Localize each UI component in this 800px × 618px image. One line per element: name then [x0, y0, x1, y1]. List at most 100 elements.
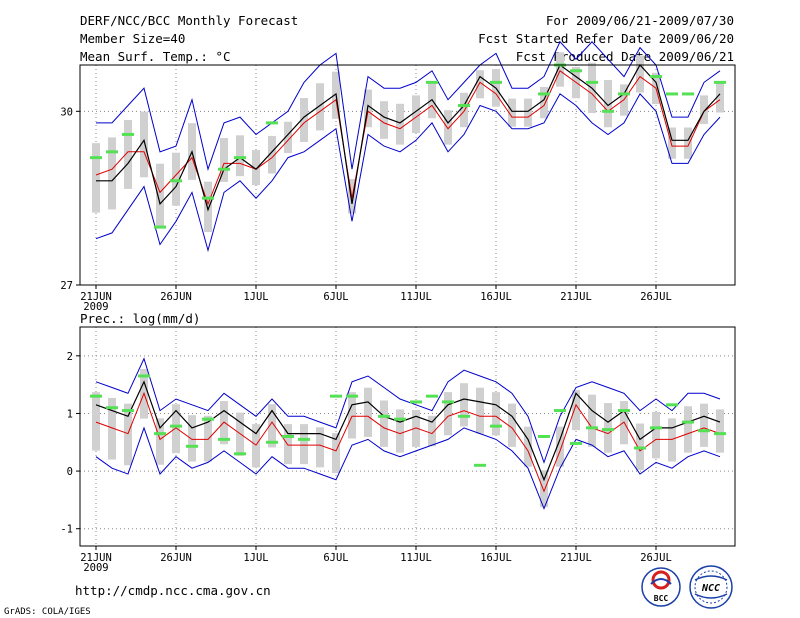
chart-title: DERF/NCC/BCC Monthly Forecast	[80, 13, 298, 28]
prec-spread-box	[252, 424, 260, 468]
prec-spread-box	[508, 403, 516, 447]
prec-spread-box	[332, 433, 340, 474]
temp-max-line	[96, 40, 721, 172]
prec-xtick-label: 26JUN	[160, 552, 192, 564]
prec-ytick-label: 2	[67, 351, 73, 363]
temp-spread-box	[204, 181, 212, 233]
temperature-axes: 21JUN 26JUN 1JUL 6JUL 11JUL 16JUL 21JUL 26JUL 20…	[60, 106, 671, 313]
prec-observed-marker	[346, 394, 358, 398]
temp-spread-box	[636, 55, 644, 93]
temp-spread-box	[444, 110, 452, 145]
temperature-frame	[79, 64, 736, 286]
temp-spread-box	[124, 120, 132, 189]
temp-spread-box	[716, 81, 724, 113]
prec-observed-marker	[218, 437, 230, 441]
prec-spread-box	[204, 415, 212, 462]
prec-xtick-label: 6JUL	[323, 552, 348, 564]
prec-spread-box	[684, 406, 692, 453]
prec-spread-box	[156, 418, 164, 465]
forecast-period: For 2009/06/21-2009/07/30	[546, 13, 734, 28]
temp-observed-marker	[106, 150, 118, 154]
temp-spread-box	[108, 137, 116, 210]
temp-spread-box	[284, 121, 292, 153]
temp-observed-marker	[650, 75, 662, 79]
prec-spread-box	[284, 424, 292, 465]
temp-ytick-label: 30	[60, 106, 73, 118]
prec-observed-marker	[698, 429, 710, 433]
temp-spread-box	[556, 52, 564, 87]
precipitation-frame	[79, 326, 736, 547]
temp-spread-box	[700, 95, 708, 125]
member-size: Member Size=40	[80, 31, 185, 46]
temp-spread-box	[428, 83, 436, 119]
precipitation-panel: 21JUN 26JUN 1JUL 6JUL 11JUL 16JUL 21JUL 26JUL20…	[60, 326, 736, 574]
prec-spread-box	[556, 426, 564, 467]
temp-observed-marker	[586, 80, 598, 84]
temp-xtick-label: 6JUL	[323, 291, 348, 303]
temp-observed-marker	[218, 167, 230, 171]
temp-observed-marker	[426, 80, 438, 84]
prec-observed-marker	[410, 400, 422, 404]
temp-observed-marker	[714, 80, 726, 84]
temp-spread-box	[540, 87, 548, 119]
temperature-panel: 21JUN 26JUN 1JUL 6JUL 11JUL 16JUL 21JUL 26JUL 20…	[60, 40, 736, 313]
prec-spread-box	[716, 409, 724, 453]
prec-observed-marker	[106, 406, 118, 410]
precipitation-axes: 21JUN 26JUN 1JUL 6JUL 11JUL 16JUL 21JUL 26JUL20…	[60, 351, 671, 574]
prec-spread-box	[396, 409, 404, 453]
precipitation-grid	[80, 327, 735, 546]
prec-xtick-label: 1JUL	[243, 552, 268, 564]
prec-observed-marker	[618, 409, 630, 413]
prec-spread-box	[172, 404, 180, 454]
prec-spread-box	[588, 394, 596, 447]
prec-observed-marker	[442, 400, 454, 404]
prec-min-line	[95, 426, 721, 510]
prec-spread-box	[108, 397, 116, 460]
prec-observed-marker	[554, 409, 566, 413]
temp-observed-marker	[170, 179, 182, 183]
prec-observed-marker	[298, 437, 310, 441]
prec-spread-box	[380, 400, 388, 447]
source-url[interactable]: http://cmdp.ncc.cma.gov.cn	[75, 583, 271, 598]
prec-spread-box	[652, 412, 660, 459]
prec-observed-marker	[714, 432, 726, 436]
temperature-spread-boxes	[92, 52, 724, 233]
prec-spread-box	[364, 387, 372, 437]
prec-ytick-label: -1	[60, 524, 73, 536]
prec-spread-box	[428, 415, 436, 447]
temp-observed-marker	[602, 109, 614, 113]
temp-spread-box	[476, 70, 484, 99]
temp-observed-marker	[234, 156, 246, 160]
prec-spread-box	[444, 392, 452, 436]
prec-xtick-label: 21JUN	[80, 552, 112, 564]
temp-observed-marker	[618, 92, 630, 96]
prec-xtick-label: 11JUL	[400, 552, 432, 564]
temp-xtick-label: 1JUL	[243, 291, 268, 303]
temp-spread-box	[396, 103, 404, 145]
prec-max-line	[95, 357, 721, 464]
forecast-produced-date: Fcst Produced Date 2009/06/21	[516, 49, 734, 64]
prec-observed-marker	[138, 374, 150, 378]
prec-observed-marker	[378, 414, 390, 418]
temp-spread-box	[460, 92, 468, 128]
temp-spread-box	[684, 127, 692, 159]
prec-observed-marker	[682, 420, 694, 424]
precip-panel-title: Prec.: log(mm/d)	[80, 311, 200, 326]
prec-xtick-label: 16JUL	[480, 552, 512, 564]
temp-observed-marker	[570, 69, 582, 73]
prec-ytick-label: 0	[67, 466, 73, 478]
prec-observed-marker	[394, 417, 406, 421]
temp-observed-marker	[538, 92, 550, 96]
prec-observed-marker	[458, 414, 470, 418]
temp-panel-title: Mean Surf. Temp.: °C	[80, 49, 231, 64]
temperature-observed-markers	[90, 63, 726, 229]
ncc-logo-text: NCC	[701, 583, 720, 594]
prec-observed-marker	[330, 394, 342, 398]
prec-spread-box	[460, 383, 468, 427]
temp-spread-box	[268, 135, 276, 174]
prec-observed-marker	[570, 441, 582, 445]
forecast-started-date: Fcst Started Refer Date 2009/06/20	[478, 31, 734, 46]
temp-observed-marker	[490, 80, 502, 84]
prec-year-label: 2009	[83, 562, 108, 574]
